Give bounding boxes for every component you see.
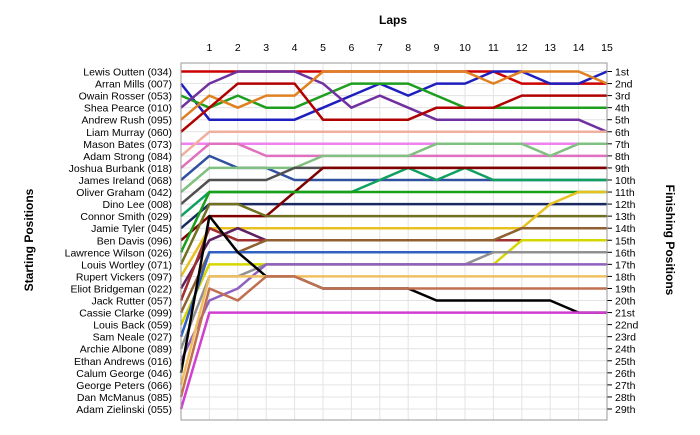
starting-position-label: Louis Back (059) [93,320,172,332]
driver-line [180,82,607,133]
driver-line [179,202,607,265]
finishing-position-label: 12th [615,199,636,211]
finishing-position-label: 17th [615,259,636,271]
starting-position-label: Lawrence Wilson (026) [65,247,172,259]
driver-line [179,311,607,410]
finishing-position-label: 18th [615,271,636,283]
driver-line [179,190,607,253]
lap-tick-label: 15 [601,42,613,54]
driver-lines [179,70,608,410]
lap-tick-label: 1 [206,42,212,54]
finishing-position-label: 29th [615,404,636,416]
lap-tick-label: 6 [348,42,354,54]
starting-position-label: Sam Neale (027) [93,332,172,344]
finishing-position-label: 24th [615,344,636,356]
driver-line [179,226,607,314]
starting-position-label: Owain Rosser (053) [79,91,172,103]
lap-tick-label: 11 [488,42,499,54]
starting-position-label: James Ireland (068) [79,175,172,187]
finishing-position-label: 23rd [615,332,636,344]
finishing-position-label: 26th [615,368,636,380]
lap-tick-label: 2 [235,42,241,54]
lap-ticks: 1 2 3 4 5 6 7 8 9 10 11 12 13 14 15 [206,42,613,54]
starting-position-label: Eliot Bridgeman (022) [70,283,172,295]
starting-position-label: Calum George (046) [76,368,172,380]
starting-position-label: Mason Bates (073) [83,139,172,151]
finishing-position-label: 21st [615,308,635,320]
finishing-position-label: 7th [615,139,630,151]
starting-position-labels: Lewis Outten (034)Arran Mills (007)Owain… [65,67,172,417]
starting-position-label: Ben Davis (096) [97,235,172,247]
lap-tick-label: 13 [544,42,556,54]
lap-tick-label: 12 [516,42,528,54]
chart-title: Laps [379,13,407,27]
finishing-position-label: 8th [615,151,630,163]
starting-position-label: Joshua Burbank (018) [69,163,172,175]
finishing-position-label: 6th [615,127,630,139]
finishing-position-label: 11th [615,187,635,199]
finishing-position-label: 19th [615,283,636,295]
lap-tick-label: 14 [573,42,585,54]
finishing-position-label: 3rd [615,91,630,103]
starting-position-label: Louis Wortley (071) [81,259,172,271]
driver-line [180,166,607,242]
finishing-position-label: 15th [615,235,636,247]
plot-frame [180,62,608,421]
finishing-position-label: 22nd [615,320,639,332]
finishing-position-label: 25th [615,356,636,368]
lap-tick-label: 5 [320,42,326,54]
starting-position-label: Rupert Vickers (097) [76,271,172,283]
finishing-position-label: 5th [615,115,630,127]
driver-line [180,70,608,121]
finishing-position-label: 16th [615,247,636,259]
finishing-position-label: 14th [615,223,636,235]
starting-position-label: Liam Murray (060) [86,127,172,139]
lap-tick-label: 8 [405,42,411,54]
starting-position-label: Arran Mills (007) [95,79,172,91]
starting-position-label: George Peters (066) [76,380,172,392]
finishing-position-label: 1st [615,67,629,79]
starting-position-label: Jamie Tyler (045) [91,223,172,235]
finishing-position-labels: 1st2nd3rd4th5th6th7th8th9th10th11th12th1… [607,67,639,416]
driver-line [180,70,608,121]
starting-position-label: Ethan Andrews (016) [74,356,172,368]
starting-position-label: Archie Albone (089) [80,344,172,356]
finishing-position-label: 27th [615,380,636,392]
starting-position-label: Connor Smith (029) [80,211,172,223]
driver-line [180,142,607,193]
driver-line [179,275,607,398]
lap-tick-label: 10 [459,42,471,54]
lap-tick-label: 7 [377,42,383,54]
finishing-position-label: 10th [615,175,636,187]
starting-position-label: Jack Rutter (057) [91,296,172,308]
starting-position-label: Dan McManus (085) [77,392,172,404]
driver-line [179,190,607,278]
driver-line [180,202,607,230]
driver-line [179,275,607,386]
driver-line [180,70,608,133]
starting-position-label: Adam Strong (084) [83,151,172,163]
y-axis-right-label: Finishing Positions [663,185,677,296]
driver-line [180,130,607,157]
y-axis-left-label: Starting Positions [22,188,36,291]
finishing-position-label: 9th [615,163,630,175]
finishing-position-label: 28th [615,392,636,404]
finishing-position-label: 13th [615,211,636,223]
starting-position-label: Oliver Graham (042) [76,187,172,199]
lap-tick-label: 9 [434,42,440,54]
starting-position-label: Adam Zielinski (055) [76,404,172,416]
starting-position-label: Cassie Clarke (099) [79,308,172,320]
starting-position-label: Lewis Outten (034) [83,67,172,79]
finishing-position-label: 4th [615,103,630,115]
starting-position-label: Shea Pearce (010) [84,103,172,115]
finishing-position-label: 20th [615,296,636,308]
lap-tick-label: 3 [263,42,269,54]
finishing-position-label: 2nd [615,79,633,91]
lap-tick-label: 4 [292,42,298,54]
starting-position-label: Andrew Rush (095) [82,115,172,127]
starting-position-label: Dino Lee (008) [103,199,172,211]
